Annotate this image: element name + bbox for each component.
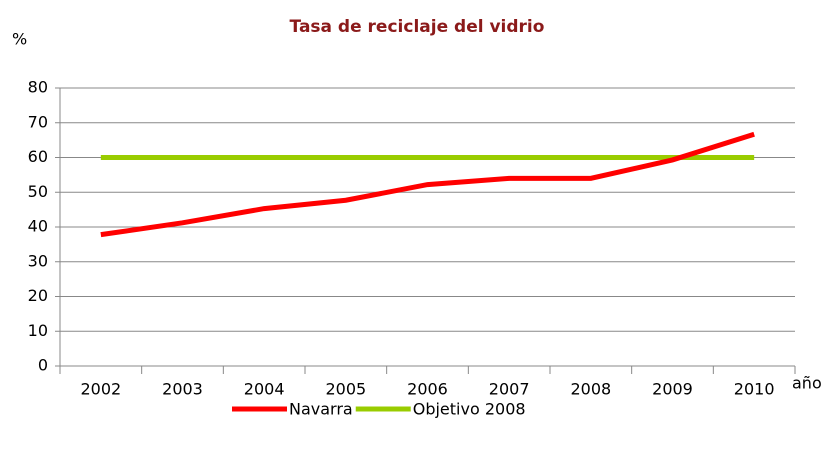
y-axis-label: %: [12, 30, 27, 49]
x-axis-label: año: [792, 374, 822, 393]
y-tick-label: 20: [28, 286, 48, 305]
x-tick-label: 2006: [407, 380, 448, 399]
legend-label: Navarra: [289, 400, 353, 419]
y-tick-label: 10: [28, 321, 48, 340]
x-tick-label: 2004: [244, 380, 285, 399]
x-tick-label: 2002: [80, 380, 121, 399]
y-tick-label: 0: [38, 356, 48, 375]
y-tick-label: 30: [28, 251, 48, 270]
chart-title: Tasa de reciclaje del vidrio: [290, 17, 545, 37]
x-tick-label: 2008: [570, 380, 611, 399]
y-tick-label: 70: [28, 112, 48, 131]
y-tick-label: 60: [28, 147, 48, 166]
x-tick-label: 2003: [162, 380, 203, 399]
legend-label: Objetivo 2008: [413, 400, 526, 419]
x-tick-label: 2010: [734, 380, 775, 399]
y-tick-label: 80: [28, 78, 48, 97]
x-tick-label: 2009: [652, 380, 693, 399]
x-tick-label: 2005: [325, 380, 366, 399]
x-tick-label: 2007: [489, 380, 530, 399]
series-line: [100, 131, 755, 238]
y-tick-label: 40: [28, 217, 48, 236]
y-tick-label: 50: [28, 182, 48, 201]
